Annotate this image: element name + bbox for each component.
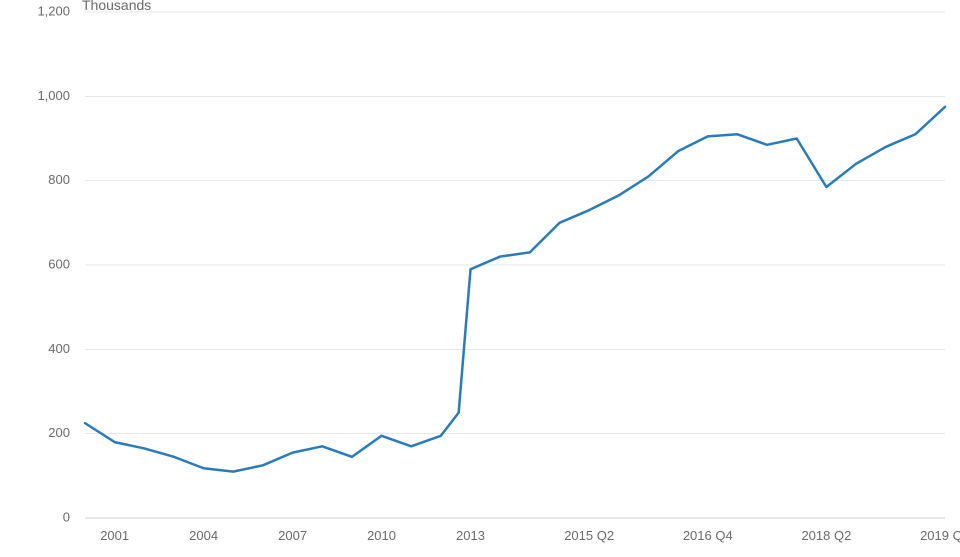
y-tick-label: 200 bbox=[48, 425, 70, 440]
y-tick-label: 400 bbox=[48, 341, 70, 356]
x-tick-label: 2001 bbox=[100, 528, 129, 543]
y-tick-label: 800 bbox=[48, 172, 70, 187]
y-axis-title: Thousands bbox=[82, 0, 151, 13]
line-chart: Thousands 0 200 400 600 800 1,000 1,200 2001 200… bbox=[0, 0, 960, 557]
y-tick-label: 0 bbox=[63, 509, 70, 524]
y-tick-label: 1,200 bbox=[37, 3, 70, 18]
series-line-main bbox=[85, 107, 945, 472]
y-tick-label: 600 bbox=[48, 256, 70, 271]
x-tick-label: 2013 bbox=[456, 528, 485, 543]
x-tick-label: 2018 Q2 bbox=[801, 528, 851, 543]
x-tick-label: 2007 bbox=[278, 528, 307, 543]
y-tick-label: 1,000 bbox=[37, 88, 70, 103]
chart-canvas: 0 200 400 600 800 1,000 1,200 2001 2004 2007 2010 2… bbox=[0, 0, 960, 557]
x-tick-label: 2010 bbox=[367, 528, 396, 543]
x-tick-label: 2016 Q4 bbox=[683, 528, 733, 543]
x-tick-label: 2015 Q2 bbox=[564, 528, 614, 543]
x-tick-label: 2019 Q4 bbox=[920, 528, 960, 543]
x-tick-label: 2004 bbox=[189, 528, 218, 543]
